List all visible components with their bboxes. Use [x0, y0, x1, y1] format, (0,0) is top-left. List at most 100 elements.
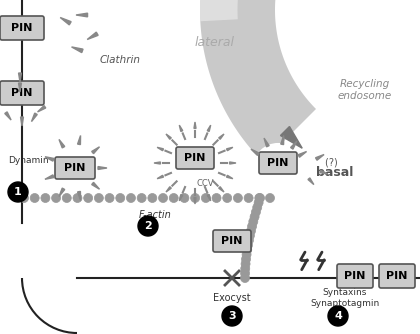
Polygon shape [37, 106, 46, 112]
Circle shape [252, 208, 260, 217]
Circle shape [241, 260, 250, 269]
Polygon shape [179, 125, 183, 132]
Polygon shape [291, 141, 297, 149]
Circle shape [253, 203, 262, 212]
Polygon shape [219, 134, 224, 139]
Text: Clathrin: Clathrin [100, 55, 141, 65]
Polygon shape [219, 187, 224, 192]
Circle shape [191, 193, 200, 202]
Circle shape [94, 193, 103, 202]
Circle shape [245, 231, 255, 240]
Circle shape [158, 193, 168, 202]
Circle shape [19, 193, 29, 202]
Polygon shape [308, 178, 314, 185]
Polygon shape [200, 0, 254, 21]
Polygon shape [45, 175, 54, 179]
Polygon shape [200, 0, 316, 162]
Polygon shape [87, 32, 98, 39]
Polygon shape [5, 112, 11, 120]
Polygon shape [157, 147, 163, 151]
Polygon shape [76, 13, 87, 17]
Text: PIN: PIN [221, 236, 243, 246]
FancyBboxPatch shape [213, 230, 251, 252]
Circle shape [148, 193, 157, 202]
Polygon shape [264, 138, 269, 147]
Circle shape [244, 236, 253, 245]
Text: 3: 3 [228, 311, 236, 321]
Polygon shape [71, 47, 83, 53]
Circle shape [210, 223, 254, 267]
Circle shape [328, 306, 348, 326]
Circle shape [41, 193, 50, 202]
Polygon shape [281, 136, 284, 145]
Circle shape [242, 250, 251, 259]
Circle shape [241, 264, 250, 273]
Text: Syntaxins
Synaptotagmin: Syntaxins Synaptotagmin [310, 288, 380, 308]
FancyBboxPatch shape [337, 264, 373, 288]
Polygon shape [194, 198, 196, 204]
Polygon shape [92, 147, 100, 154]
Circle shape [265, 193, 275, 202]
Polygon shape [92, 182, 100, 189]
Circle shape [52, 145, 98, 191]
Circle shape [241, 274, 249, 283]
Circle shape [250, 212, 259, 221]
FancyBboxPatch shape [55, 157, 95, 179]
Text: lateral: lateral [195, 35, 235, 48]
Polygon shape [207, 195, 211, 201]
Circle shape [169, 193, 178, 202]
Polygon shape [194, 122, 196, 128]
Polygon shape [21, 117, 24, 126]
Polygon shape [251, 149, 259, 155]
Polygon shape [298, 152, 307, 157]
Circle shape [137, 193, 146, 202]
FancyBboxPatch shape [259, 152, 297, 174]
Text: Exocyst: Exocyst [213, 293, 251, 303]
Polygon shape [315, 155, 324, 160]
Circle shape [212, 193, 221, 202]
Circle shape [255, 193, 265, 202]
FancyBboxPatch shape [0, 81, 44, 105]
Polygon shape [60, 17, 71, 25]
Text: basal: basal [316, 166, 354, 178]
Circle shape [241, 255, 250, 264]
Polygon shape [154, 162, 160, 164]
Polygon shape [207, 125, 211, 132]
Polygon shape [59, 139, 65, 148]
Circle shape [62, 193, 71, 202]
Polygon shape [226, 175, 233, 179]
Text: Recycling
endosome: Recycling endosome [338, 79, 392, 101]
Text: PIN: PIN [64, 163, 86, 173]
Polygon shape [226, 147, 233, 151]
Circle shape [241, 269, 249, 278]
Circle shape [254, 198, 263, 207]
Text: PIN: PIN [344, 271, 366, 281]
Circle shape [84, 193, 93, 202]
Polygon shape [59, 188, 65, 197]
FancyBboxPatch shape [0, 16, 44, 40]
Circle shape [52, 193, 60, 202]
Text: PIN: PIN [11, 88, 33, 98]
Text: (?): (?) [325, 157, 344, 167]
Text: PIN: PIN [267, 158, 289, 168]
Text: 2: 2 [144, 221, 152, 231]
Text: 4: 4 [334, 311, 342, 321]
Polygon shape [157, 175, 163, 179]
Circle shape [248, 222, 257, 231]
Polygon shape [166, 134, 171, 139]
Text: 1: 1 [14, 187, 22, 197]
Polygon shape [45, 157, 54, 161]
Circle shape [116, 193, 125, 202]
Polygon shape [98, 167, 107, 169]
Circle shape [247, 226, 255, 235]
Circle shape [244, 240, 252, 249]
FancyBboxPatch shape [176, 147, 214, 169]
Circle shape [169, 137, 221, 189]
Polygon shape [78, 136, 81, 145]
Text: PIN: PIN [11, 23, 33, 33]
Polygon shape [18, 83, 21, 92]
Text: CCV: CCV [196, 178, 214, 187]
Polygon shape [166, 187, 171, 192]
Circle shape [180, 193, 189, 202]
Polygon shape [281, 127, 302, 148]
